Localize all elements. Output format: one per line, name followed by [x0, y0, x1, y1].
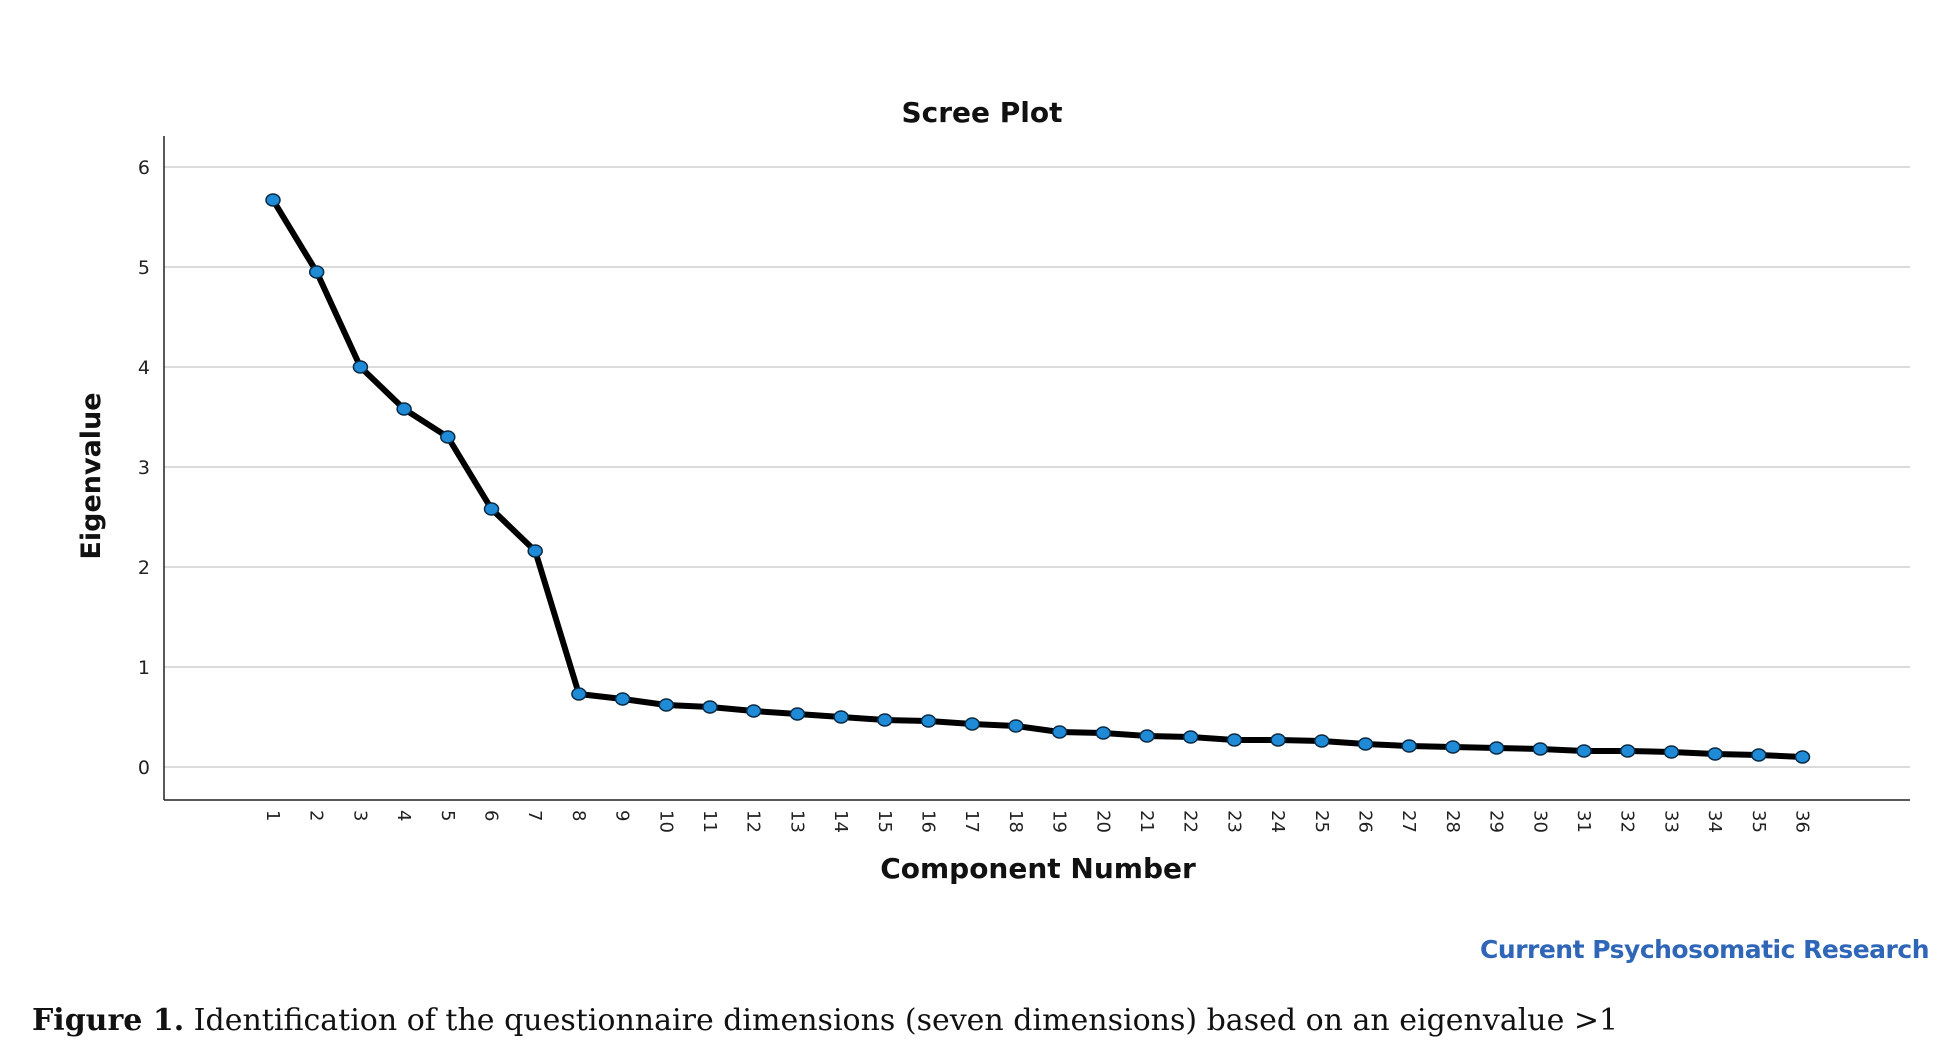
- data-point: [352, 360, 369, 374]
- x-tick-label: 1: [262, 810, 283, 821]
- data-points: [265, 193, 1811, 764]
- x-tick-label: 12: [743, 810, 764, 833]
- x-tick-label: 7: [524, 810, 545, 821]
- y-tick-labels: 0 1 2 3 4 5 6: [138, 157, 150, 779]
- data-point: [964, 717, 980, 731]
- y-tick-label: 6: [138, 157, 150, 179]
- data-point: [745, 704, 762, 718]
- data-point: [1051, 725, 1068, 739]
- x-tick-label: 16: [918, 810, 939, 833]
- data-point: [1095, 726, 1112, 740]
- x-tick-label: 35: [1748, 810, 1769, 833]
- y-tick-label: 0: [138, 757, 150, 779]
- x-tick-label: 4: [393, 810, 414, 821]
- x-tick-label: 22: [1180, 810, 1201, 833]
- data-point: [440, 430, 456, 444]
- x-tick-label: 14: [830, 810, 851, 833]
- x-tick-labels: 1 2 3 4 5 6 7 8 9 10 11 12 13 14 15 16 17 18 19 20 21 22 23 24 2…: [262, 810, 1813, 833]
- x-tick-label: 27: [1398, 810, 1419, 833]
- data-point: [483, 502, 500, 516]
- x-tick-label: 6: [481, 810, 502, 821]
- data-point: [658, 698, 675, 712]
- x-tick-label: 13: [786, 810, 807, 833]
- x-tick-label: 11: [699, 810, 720, 833]
- y-tick-label: 4: [138, 357, 150, 379]
- x-tick-label: 19: [1049, 810, 1070, 833]
- data-point: [702, 700, 718, 714]
- data-point: [1532, 742, 1549, 756]
- x-tick-label: 29: [1486, 810, 1507, 833]
- data-point: [614, 692, 631, 706]
- x-tick-label: 31: [1573, 810, 1594, 833]
- x-axis-label: Component Number: [880, 852, 1196, 885]
- x-tick-label: 30: [1529, 810, 1550, 833]
- x-tick-label: 5: [437, 810, 458, 821]
- data-point: [396, 402, 412, 416]
- chart-title: Scree Plot: [901, 96, 1062, 129]
- axes: [163, 136, 1910, 801]
- x-tick-label: 18: [1005, 810, 1026, 833]
- eigenvalue-series-line: [270, 197, 1806, 760]
- gridlines: [164, 166, 1910, 768]
- y-tick-label: 2: [138, 557, 150, 579]
- y-tick-label: 3: [138, 457, 150, 479]
- data-point: [1794, 750, 1811, 764]
- x-tick-label: 34: [1704, 810, 1725, 833]
- data-point: [1357, 737, 1374, 751]
- x-tick-label: 8: [568, 810, 589, 821]
- x-tick-label: 17: [961, 810, 982, 833]
- data-point: [1401, 739, 1417, 753]
- data-point: [265, 193, 281, 207]
- data-point: [1226, 733, 1243, 747]
- data-point: [920, 714, 937, 728]
- x-tick-label: 26: [1355, 810, 1376, 833]
- data-point: [1270, 733, 1286, 747]
- data-point: [1619, 744, 1636, 758]
- data-point: [308, 265, 325, 279]
- x-tick-label: 32: [1617, 810, 1638, 833]
- data-point: [1663, 745, 1680, 759]
- data-point: [1445, 740, 1461, 754]
- journal-name-label: Current Psychosomatic Research: [1480, 935, 1929, 964]
- data-point: [1008, 719, 1024, 733]
- data-point: [789, 707, 806, 721]
- x-tick-label: 23: [1223, 810, 1244, 833]
- x-tick-label: 15: [874, 810, 895, 833]
- data-point: [877, 713, 893, 727]
- data-point: [571, 687, 587, 701]
- data-point: [1488, 741, 1505, 755]
- x-tick-label: 20: [1092, 810, 1113, 833]
- data-point: [1707, 747, 1723, 761]
- data-point: [1139, 729, 1155, 743]
- figure-caption-text: Identification of the questionnaire dime…: [184, 1003, 1619, 1038]
- data-point: [1751, 748, 1767, 762]
- x-tick-label: 33: [1660, 810, 1681, 833]
- data-point: [1314, 734, 1330, 748]
- figure-caption-label: Figure 1.: [32, 1003, 185, 1038]
- x-tick-label: 24: [1267, 810, 1288, 833]
- x-tick-label: 2: [306, 810, 327, 821]
- x-tick-label: 3: [349, 810, 370, 821]
- x-tick-label: 28: [1442, 810, 1463, 833]
- x-tick-label: 25: [1311, 810, 1332, 833]
- x-tick-label: 10: [655, 810, 676, 833]
- data-point: [1182, 730, 1199, 744]
- y-tick-label: 1: [138, 657, 150, 679]
- data-point: [833, 710, 849, 724]
- x-tick-label: 36: [1792, 810, 1813, 833]
- y-axis-label: Eigenvalue: [76, 392, 107, 559]
- data-point: [527, 544, 543, 558]
- x-tick-label: 21: [1136, 810, 1157, 833]
- figure-caption: Figure 1. Identification of the question…: [32, 1003, 1618, 1038]
- data-point: [1576, 744, 1592, 758]
- x-tick-label: 9: [612, 810, 633, 821]
- y-tick-label: 5: [138, 257, 150, 279]
